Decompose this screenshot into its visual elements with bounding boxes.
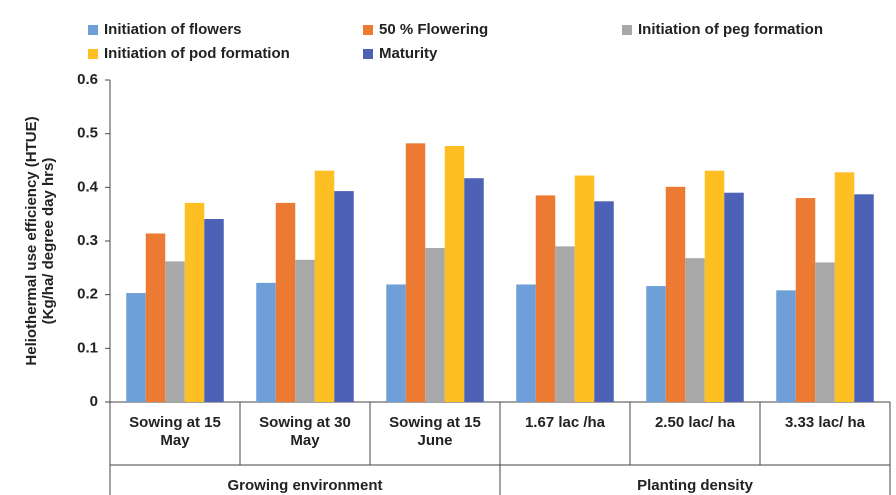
bar [815,262,835,402]
bar [704,170,725,402]
legend-label: Initiation of peg formation [638,21,823,38]
x-tick-label: 3.33 lac/ ha [784,414,866,431]
legend-label: Initiation of pod formation [104,45,290,62]
y-tick-label: 0.1 [77,339,98,356]
bar [386,284,406,402]
bar [256,282,276,402]
bar [204,218,224,402]
legend-swatch [363,49,373,59]
bar [314,170,335,402]
group-label: Growing environment [227,477,382,494]
group-label: Planting density [637,477,754,494]
bar [685,258,705,402]
y-tick-label: 0.3 [77,232,98,249]
bar [444,146,465,402]
bar [145,233,166,402]
bar [594,201,614,402]
bar [646,286,666,402]
x-tick-label: Sowing at 15 May [129,414,221,449]
bar [665,186,686,402]
bar [165,261,185,402]
legend-label: 50 % Flowering [379,21,488,38]
bar [126,293,146,402]
legend-label: Initiation of flowers [104,21,242,38]
x-tick-label: 2.50 lac/ ha [654,414,736,431]
y-tick-label: 0.4 [77,178,99,195]
y-axis-label: Heliothermal use efficiency (HTUE)(Kg/ha… [23,116,57,365]
bar [275,202,296,402]
bar [724,192,744,402]
bar [464,178,484,402]
y-tick-label: 0 [90,393,98,410]
x-tick-label: Sowing at 30 May [259,414,351,449]
bar [854,194,874,402]
bar [516,284,536,402]
bar [405,143,426,402]
bar [555,246,575,402]
x-tick-label: 1.67 lac /ha [524,414,606,431]
legend-swatch [363,25,373,35]
y-tick-label: 0.2 [77,286,98,303]
legend-label: Maturity [379,45,438,62]
bar [334,191,354,402]
y-tick-label: 0.6 [77,71,98,88]
y-tick-label: 0.5 [77,125,98,142]
x-tick-label: Sowing at 15 June [389,414,481,449]
bar [834,172,855,402]
bar [795,198,816,402]
bar [574,175,595,402]
bar [535,195,556,402]
bar [425,247,445,402]
legend-swatch [88,25,98,35]
y-axis-label-line: Heliothermal use efficiency (HTUE) [23,116,40,365]
bar [776,290,796,402]
legend-swatch [622,25,632,35]
bar [295,259,315,402]
bar [184,202,205,402]
legend-swatch [88,49,98,59]
y-axis-label-line: (Kg/ha/ degree day hrs) [40,158,57,325]
